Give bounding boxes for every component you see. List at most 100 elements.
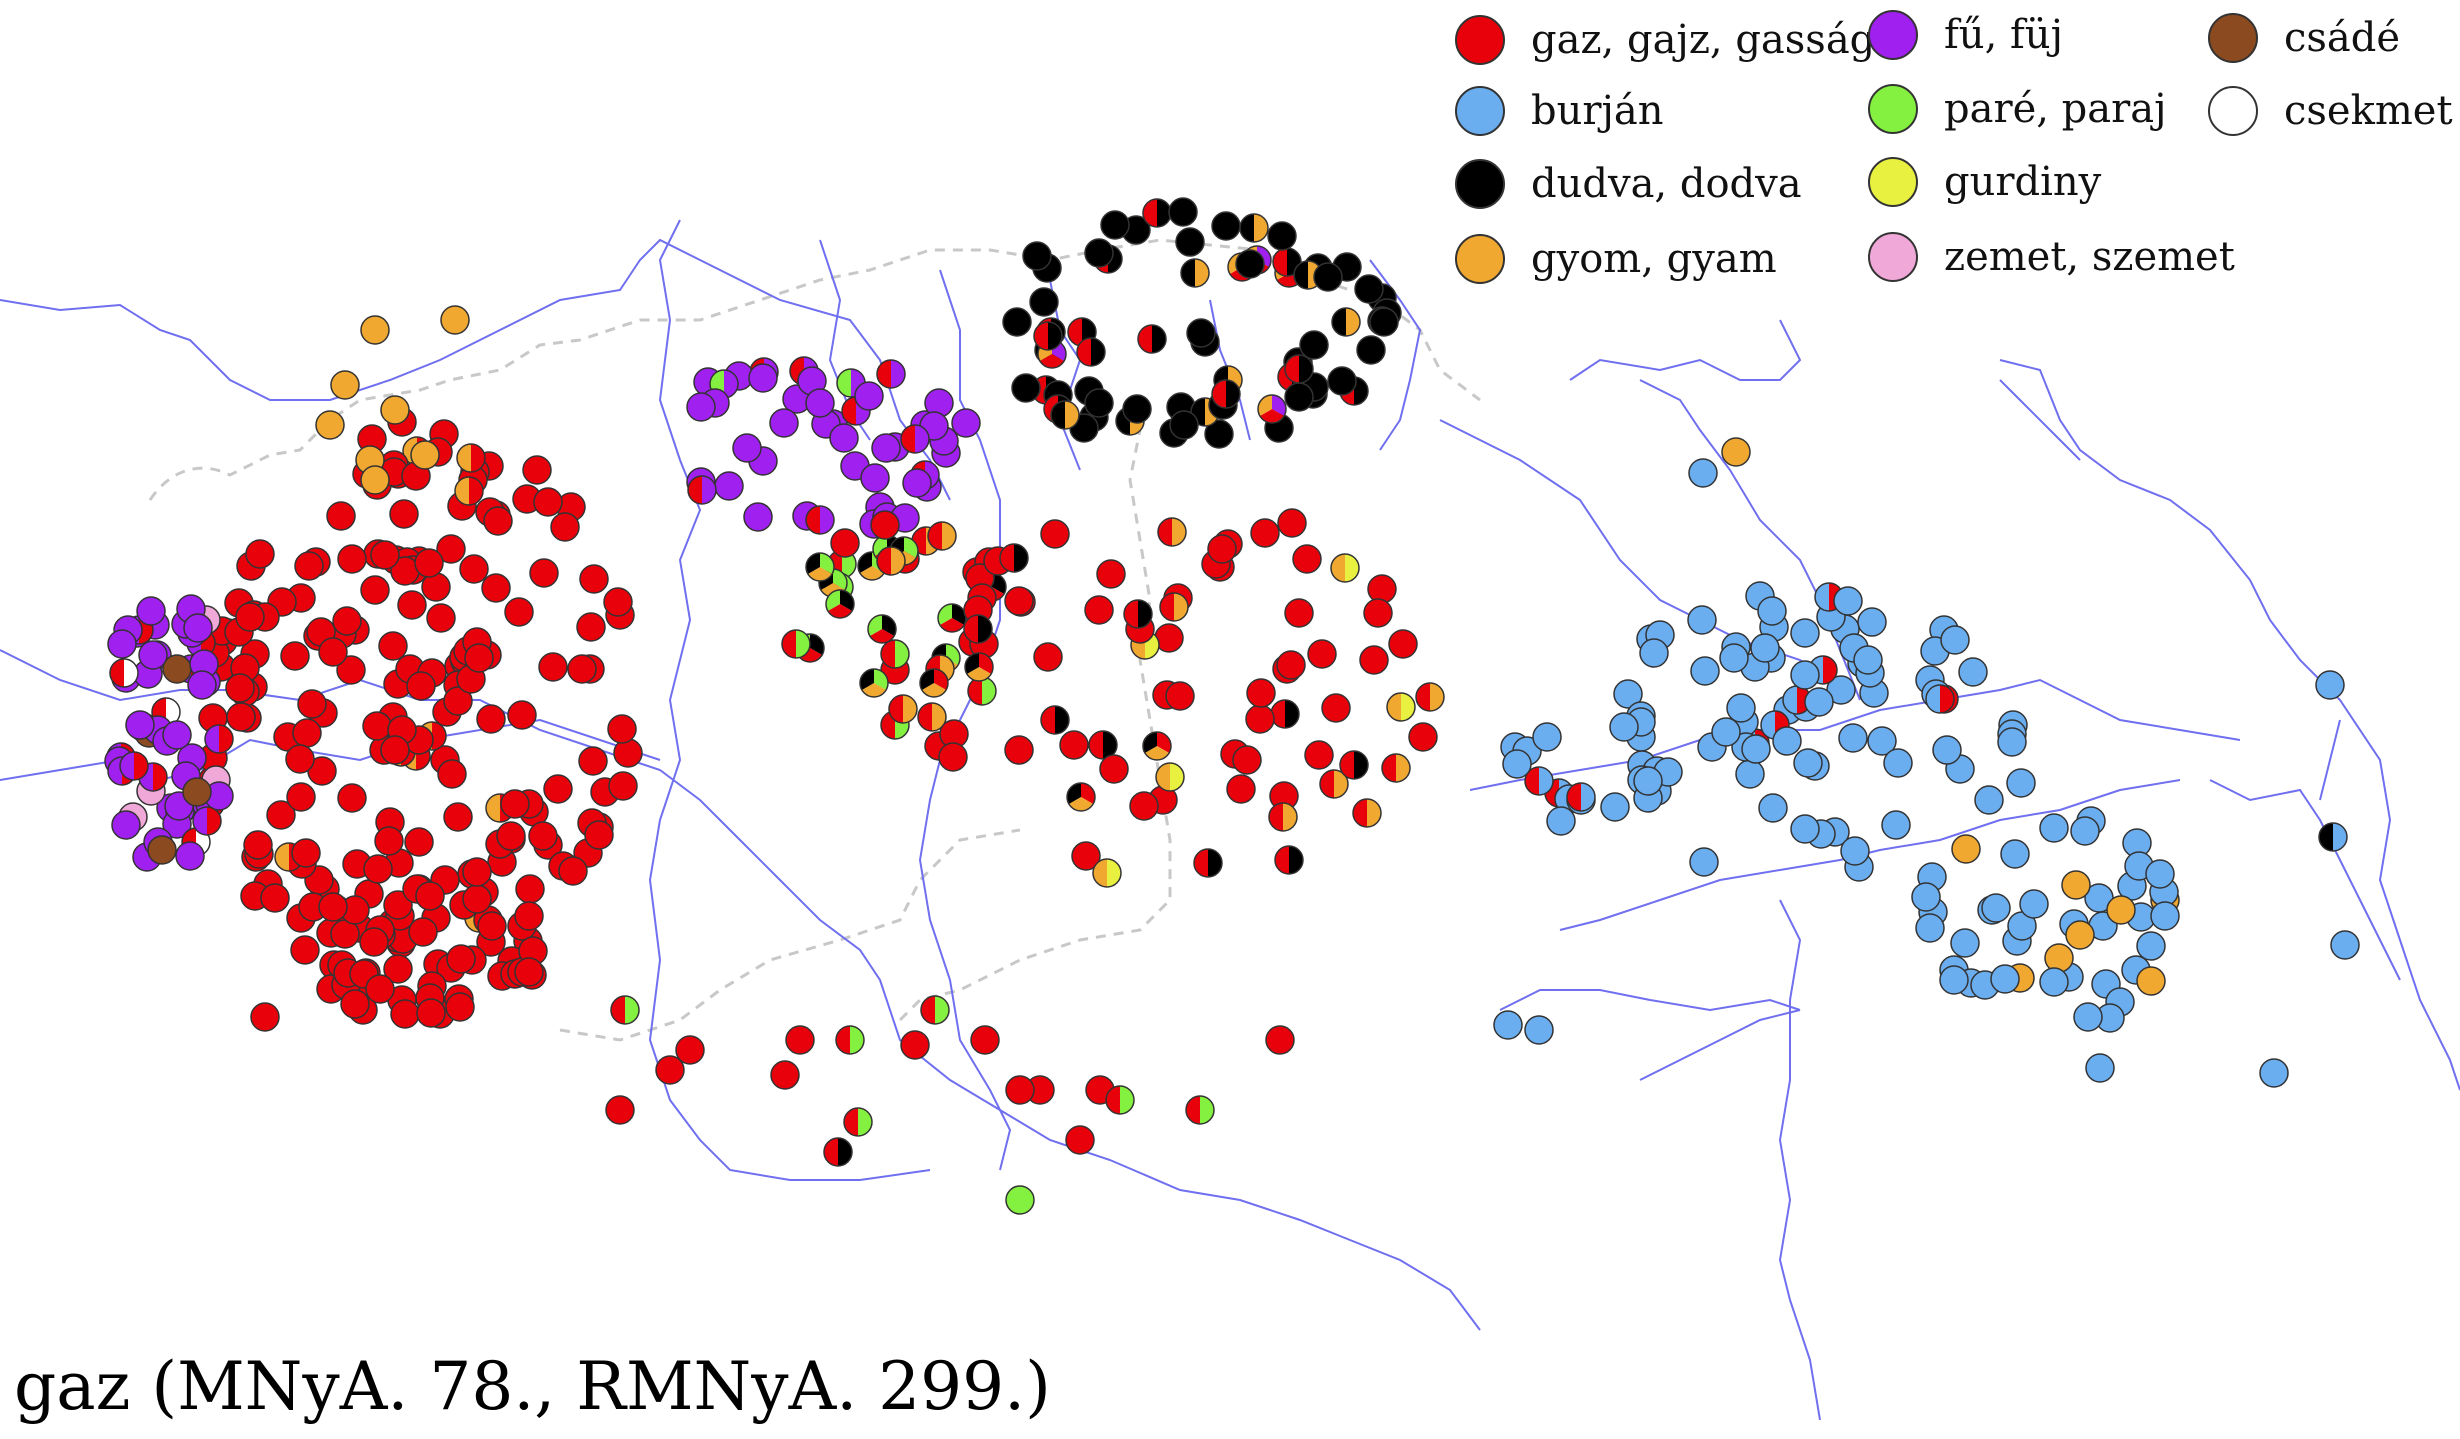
map-dot-gaz (414, 548, 444, 578)
dot-gaz (522, 455, 552, 485)
dot-slice-gaz (869, 629, 895, 643)
dot-gyom (2065, 920, 2095, 950)
map-dot-burjan (1735, 759, 1765, 789)
dot-gaz (332, 606, 362, 636)
dot-slice-gaz (1285, 355, 1299, 383)
map-dot-gaz (481, 573, 511, 603)
legend-swatch-dudva (1455, 159, 1505, 209)
dot-burjan (1690, 656, 1720, 686)
dot-gaz (260, 883, 290, 913)
dot-slice-gyom (1387, 693, 1401, 721)
dot-slice-fu (702, 476, 716, 504)
legend-swatch-gyom (1455, 234, 1505, 284)
dot-slice-gaz (928, 522, 942, 550)
map-dot-gyom-dudva (1293, 260, 1323, 290)
dot-gaz (830, 528, 860, 558)
dot-slice-gaz (110, 659, 124, 687)
dot-burjan (2039, 967, 2069, 997)
map-dot-burjan (1711, 717, 1741, 747)
dot-gaz (1033, 642, 1063, 672)
dot-outline (1159, 592, 1189, 622)
dot-gaz (336, 655, 366, 685)
dot-slice-fu (120, 752, 134, 780)
map-dot-dudva-gaz-pare (937, 603, 967, 633)
map-dot-gaz (543, 774, 573, 804)
dot-slice-gyom (807, 567, 833, 581)
dot-gaz (340, 989, 370, 1019)
map-dot-burjan (1790, 618, 1820, 648)
map-dot-burjan (2039, 967, 2069, 997)
map-dot-burjan (1687, 605, 1717, 635)
map-dot-gyom (315, 410, 345, 440)
map-dot-pare-gyom-dudva (859, 668, 889, 698)
dot-gaz (464, 643, 494, 673)
map-dot-gaz (245, 539, 275, 569)
dot-gaz (476, 704, 506, 734)
dot-gaz (1040, 519, 1070, 549)
dot-gaz (1246, 678, 1276, 708)
dot-slice-gaz (469, 477, 483, 505)
dot-slice-csekmet (166, 698, 180, 726)
dot-fu (107, 629, 137, 659)
map-dot-fu (107, 629, 137, 659)
legend-label-burjan: burján (1531, 88, 1664, 134)
map-dot-burjan (1546, 806, 1576, 836)
dot-gaz (437, 759, 467, 789)
dot-gaz (496, 821, 526, 851)
map-dot-gaz (1363, 598, 1393, 628)
dot-gaz (900, 1030, 930, 1060)
map-dot-gaz (576, 612, 606, 642)
map-dot-gaz (529, 558, 559, 588)
dot-gaz (250, 1002, 280, 1032)
map-dot-gaz (476, 704, 506, 734)
map-dot-gaz (243, 830, 273, 860)
dot-burjan (1939, 965, 1969, 995)
dot-slice-pare (935, 996, 949, 1024)
map-dot-gyom-gaz (1415, 682, 1445, 712)
dot-slice-fu (193, 807, 207, 835)
dot-burjan (1711, 717, 1741, 747)
dot-outline (1033, 321, 1063, 351)
map-dot-gaz (389, 499, 419, 529)
dot-slice-gaz (207, 807, 221, 835)
map-dot-burjan (1881, 810, 1911, 840)
dot-gaz (1359, 645, 1389, 675)
legend-label-csekmet: csekmet (2284, 88, 2453, 134)
map-dot-gaz (235, 602, 265, 632)
legend-item-burjan: burján (1455, 86, 1664, 136)
map-dot-gaz (390, 999, 420, 1029)
dot-gaz (1292, 544, 1322, 574)
dot-outline (999, 543, 1029, 573)
legend-swatch-csekmet (2208, 86, 2258, 136)
map-caption: gaz (MNyA. 78., RMNyA. 299.) (14, 1348, 1051, 1425)
dot-slice-dudva (1103, 731, 1117, 759)
dot-gaz (286, 782, 316, 812)
legend-item-zemet: zemet, szemet (1868, 232, 2235, 282)
dot-gaz (426, 603, 456, 633)
dot-slice-gaz (889, 695, 903, 723)
dot-gaz (785, 1025, 815, 1055)
dot-outline (1386, 692, 1416, 722)
map-dot-burjan (1613, 679, 1643, 709)
map-dot-burjan (1502, 749, 1532, 779)
dot-slice-dudva (1240, 214, 1254, 242)
dot-gaz (416, 998, 446, 1028)
dot-dudva (1084, 238, 1114, 268)
dot-gaz (291, 838, 321, 868)
dot-slice-pare (837, 369, 851, 397)
dot-slice-dudva (978, 615, 992, 643)
map-dot-dudva (1211, 211, 1241, 241)
map-dot-burjan (1772, 726, 1802, 756)
dot-slice-fu (724, 370, 738, 398)
dot-gaz (1250, 518, 1280, 548)
dot-dudva (1211, 211, 1241, 241)
map-dot-gaz (443, 686, 473, 716)
map-dot-gyom (360, 315, 390, 345)
dot-slice-gyom (1254, 214, 1268, 242)
dot-slice-gaz (1143, 199, 1157, 227)
dot-burjan (1524, 1015, 1554, 1045)
map-dot-gaz (1292, 544, 1322, 574)
map-dot-gaz (507, 700, 537, 730)
dot-gaz (1071, 841, 1101, 871)
map-dot-fu (111, 810, 141, 840)
